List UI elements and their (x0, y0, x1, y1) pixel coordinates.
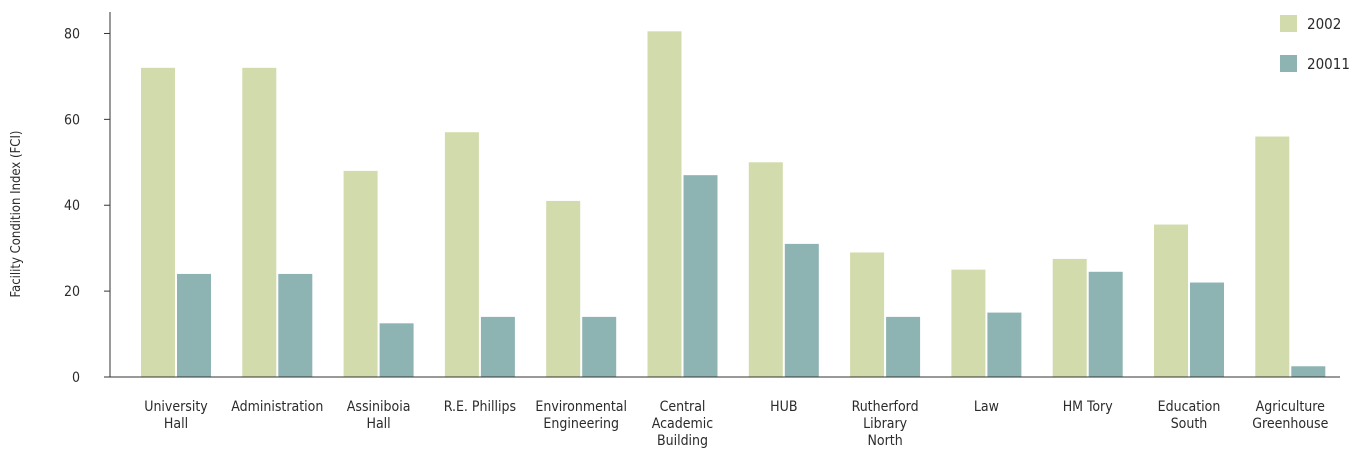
y-axis: 0 20 40 60 80 (64, 12, 111, 386)
bar-20011-3 (480, 316, 515, 377)
bar-20011-11 (1291, 366, 1326, 377)
bar-2002-8 (951, 269, 986, 377)
y-tick-label: 40 (64, 198, 80, 214)
bar-20011-1 (278, 273, 313, 377)
y-tick-label: 60 (64, 112, 80, 128)
x-category-label: Central Academic Building (652, 399, 714, 449)
x-category-label: Environmental Engineering (535, 399, 627, 432)
x-category-label: HM Tory (1063, 399, 1114, 415)
bar-2002-11 (1255, 136, 1290, 377)
bars (141, 31, 1326, 378)
x-category-label: R.E. Phillips (444, 399, 516, 415)
bar-20011-10 (1190, 282, 1224, 377)
x-category-label: Education South (1158, 399, 1221, 432)
x-axis: University Hall Administration Assiniboia Ha… (110, 376, 1340, 449)
legend-label: 2002 (1307, 15, 1341, 33)
bar-20011-9 (1088, 271, 1123, 377)
bar-2002-4 (546, 200, 581, 377)
x-category-label: Agriculture Greenhouse (1252, 399, 1328, 432)
bar-20011-2 (379, 323, 414, 377)
bar-20011-7 (886, 316, 921, 377)
y-tick-label: 20 (64, 284, 80, 300)
y-axis-title: Facility Condition Index (FCI) (9, 131, 24, 298)
legend: 2002 20011 (1280, 15, 1350, 73)
x-category-label: Administration (231, 399, 323, 415)
x-category-label: Assiniboia Hall (347, 399, 411, 432)
bar-20011-6 (784, 243, 819, 377)
bar-2002-3 (444, 132, 479, 377)
bar-2002-0 (141, 67, 175, 377)
y-tick-label: 0 (72, 370, 80, 386)
bar-2002-1 (242, 67, 277, 377)
legend-swatch-2002 (1280, 15, 1297, 32)
legend-label: 20011 (1307, 55, 1350, 73)
bar-20011-4 (582, 316, 617, 377)
bar-20011-8 (987, 312, 1022, 377)
y-tick-label: 80 (64, 26, 80, 42)
bar-2002-7 (850, 252, 885, 377)
x-category-label: HUB (770, 399, 797, 415)
legend-swatch-20011 (1280, 55, 1297, 72)
x-category-label: Rutherford Library North (852, 399, 919, 449)
bar-2002-2 (343, 170, 378, 377)
bar-2002-10 (1154, 224, 1188, 377)
x-category-label: Law (974, 399, 999, 415)
bar-2002-5 (647, 31, 682, 378)
bar-2002-9 (1052, 258, 1087, 377)
bar-20011-5 (683, 175, 718, 377)
x-category-label: University Hall (144, 399, 208, 432)
bar-2002-6 (748, 162, 783, 377)
bar-20011-0 (177, 273, 211, 377)
